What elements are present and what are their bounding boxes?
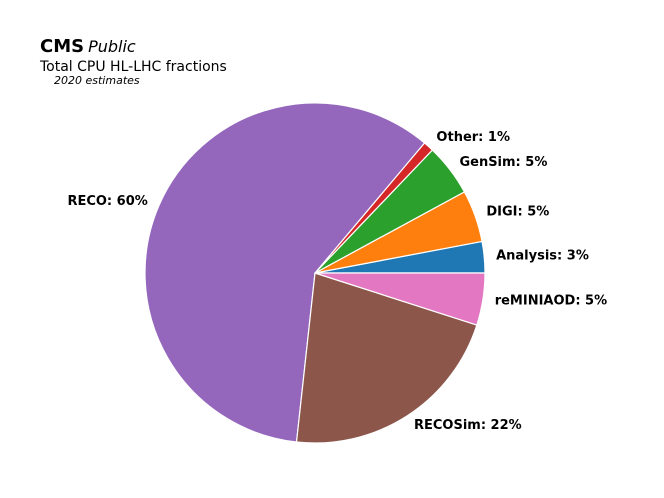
pie-slice bbox=[295, 272, 478, 444]
slice-label: RECOSim: 22% bbox=[414, 418, 522, 433]
slice-label: reMINIAOD: 5% bbox=[495, 294, 607, 309]
slice-label: Other: 1% bbox=[436, 130, 510, 145]
experiment-tag: Public bbox=[88, 37, 136, 56]
slice-label: Analysis: 3% bbox=[496, 249, 589, 264]
chart-title: Total CPU HL-LHC fractions bbox=[39, 59, 227, 75]
pie-slice bbox=[144, 102, 426, 443]
experiment: CMS bbox=[40, 36, 84, 57]
slice-label: GenSim: 5% bbox=[459, 155, 547, 170]
slice-label: DIGI: 5% bbox=[486, 204, 549, 219]
pie-slice bbox=[314, 272, 486, 326]
slice-label: RECO: 60% bbox=[67, 194, 147, 209]
chart-subtitle: 2020 estimates bbox=[54, 74, 140, 87]
chart-header: CMS Public bbox=[40, 36, 136, 57]
